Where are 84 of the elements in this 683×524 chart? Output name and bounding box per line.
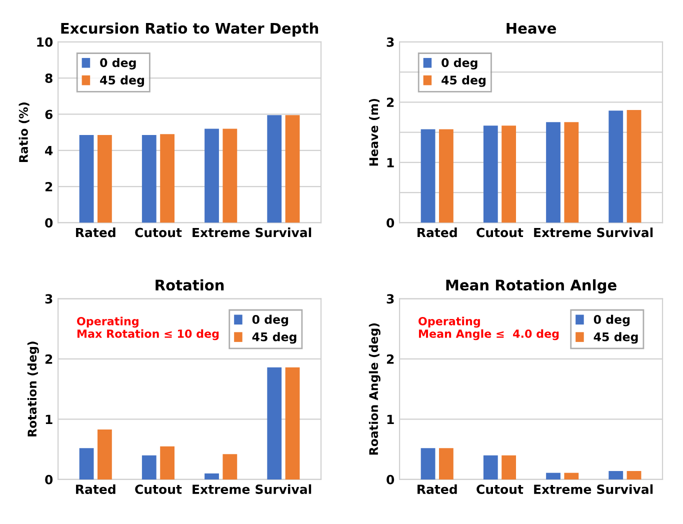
bar (160, 134, 175, 223)
bar (222, 128, 238, 223)
y-tick-label: 2 (45, 354, 52, 364)
bar (98, 429, 112, 480)
x-tick-label: Rated (418, 484, 457, 494)
legend-label: 45 deg (100, 75, 144, 87)
x-tick-label: Rated (76, 228, 116, 238)
y-tick-label: 0 (45, 218, 53, 228)
bar (439, 129, 454, 223)
bar (142, 455, 156, 480)
y-tick-label: 10 (37, 37, 53, 47)
legend-label: 45 deg (252, 332, 296, 344)
bar (420, 129, 436, 223)
bar (222, 454, 238, 480)
bar (564, 472, 579, 480)
x-tick-label: Extreme (192, 484, 250, 494)
y-tick-label: 1 (387, 414, 394, 424)
chart-title: Excursion Ratio to Water Depth (61, 22, 318, 37)
y-tick-label: 3 (386, 37, 394, 47)
chart-title: Mean Rotation Anlge (446, 279, 616, 294)
y-tick-label: 2 (386, 354, 394, 364)
x-tick-label: Survival (256, 228, 312, 238)
y-tick-label: 4 (45, 146, 53, 156)
y-tick-label: 0 (386, 474, 394, 484)
bar (285, 367, 300, 480)
legend-label: 45 deg (594, 332, 638, 344)
y-axis-title: Ratio (%) (18, 102, 30, 162)
y-tick-label: 8 (45, 74, 52, 84)
y-axis-title: Rotation (deg) (27, 342, 39, 436)
x-tick-label: Cutout (476, 228, 524, 238)
y-tick-label: 6 (45, 110, 53, 120)
annotation: Operating Mean Angle ≤ 4.0 deg (418, 316, 559, 340)
y-tick-label: 1 (46, 414, 52, 424)
x-tick-label: Rated (76, 484, 116, 494)
legend-label: 45 deg (442, 75, 486, 87)
bar (98, 135, 112, 223)
x-tick-label: Rated (418, 228, 457, 238)
x-tick-label: Survival (256, 484, 312, 494)
chart-title: Rotation (156, 279, 224, 291)
chart-title: Heave (506, 22, 556, 34)
bar (204, 128, 219, 223)
y-tick-label: 2 (45, 182, 52, 192)
bar (483, 455, 498, 480)
bar (160, 446, 175, 480)
x-tick-label: Extreme (534, 228, 592, 238)
legend-label: 0 deg (594, 314, 630, 326)
bar (439, 448, 454, 480)
bar (483, 126, 498, 223)
x-tick-label: Cutout (135, 228, 182, 238)
y-tick-label: 0 (386, 218, 394, 228)
x-tick-label: Survival (597, 484, 653, 494)
y-axis-title: Roation Angle (deg) (368, 323, 380, 455)
bar (79, 448, 94, 480)
bar (420, 448, 436, 480)
y-tick-label: 3 (45, 294, 52, 304)
y-axis-title: Heave (m) (369, 98, 380, 166)
annotation: Operating Max Rotation ≤ 10 deg (77, 316, 219, 340)
bar (142, 135, 156, 223)
bar (285, 115, 300, 223)
x-tick-label: Extreme (534, 484, 592, 494)
x-tick-label: Survival (597, 228, 653, 238)
bar (546, 472, 560, 480)
bar (79, 135, 94, 223)
bar (267, 367, 282, 480)
legend-label: 0 deg (252, 314, 288, 326)
x-tick-label: Cutout (135, 484, 182, 494)
bar (564, 122, 579, 223)
y-tick-label: 3 (386, 294, 394, 304)
bar (502, 126, 516, 223)
y-tick-label: 1 (387, 158, 394, 168)
y-tick-label: 0 (45, 474, 53, 484)
y-tick-label: 2 (386, 98, 394, 107)
bar (546, 122, 560, 223)
legend-label: 0 deg (442, 58, 478, 70)
x-tick-label: Extreme (192, 228, 250, 238)
legend-label: 0 deg (100, 58, 136, 70)
bar (204, 473, 219, 480)
bar (267, 115, 282, 223)
x-tick-label: Cutout (476, 484, 524, 494)
bar (626, 110, 642, 223)
bar (608, 471, 624, 480)
bar (626, 471, 642, 480)
bar (502, 455, 516, 480)
bar (608, 110, 624, 223)
